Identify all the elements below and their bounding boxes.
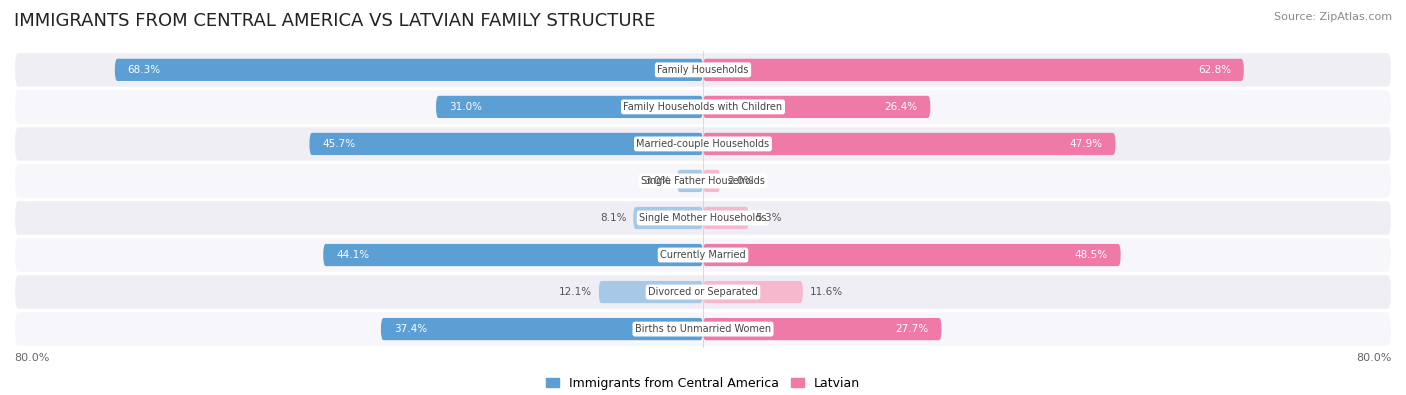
FancyBboxPatch shape — [633, 207, 703, 229]
FancyBboxPatch shape — [381, 318, 703, 340]
Text: 37.4%: 37.4% — [394, 324, 427, 334]
Text: Divorced or Separated: Divorced or Separated — [648, 287, 758, 297]
Text: 8.1%: 8.1% — [600, 213, 626, 223]
Text: 45.7%: 45.7% — [322, 139, 356, 149]
Text: IMMIGRANTS FROM CENTRAL AMERICA VS LATVIAN FAMILY STRUCTURE: IMMIGRANTS FROM CENTRAL AMERICA VS LATVI… — [14, 12, 655, 30]
FancyBboxPatch shape — [14, 89, 1392, 125]
FancyBboxPatch shape — [703, 133, 1115, 155]
FancyBboxPatch shape — [703, 207, 748, 229]
FancyBboxPatch shape — [14, 163, 1392, 199]
Text: 5.3%: 5.3% — [755, 213, 782, 223]
FancyBboxPatch shape — [703, 281, 803, 303]
FancyBboxPatch shape — [14, 274, 1392, 310]
Text: 48.5%: 48.5% — [1074, 250, 1108, 260]
Text: 47.9%: 47.9% — [1070, 139, 1102, 149]
Text: 3.0%: 3.0% — [644, 176, 671, 186]
Text: Currently Married: Currently Married — [661, 250, 745, 260]
FancyBboxPatch shape — [703, 244, 1121, 266]
Legend: Immigrants from Central America, Latvian: Immigrants from Central America, Latvian — [541, 372, 865, 395]
Text: 26.4%: 26.4% — [884, 102, 918, 112]
Text: 31.0%: 31.0% — [449, 102, 482, 112]
FancyBboxPatch shape — [323, 244, 703, 266]
FancyBboxPatch shape — [14, 200, 1392, 236]
FancyBboxPatch shape — [115, 59, 703, 81]
Text: 44.1%: 44.1% — [336, 250, 370, 260]
Text: Family Households with Children: Family Households with Children — [623, 102, 783, 112]
Text: Births to Unmarried Women: Births to Unmarried Women — [636, 324, 770, 334]
FancyBboxPatch shape — [703, 170, 720, 192]
Text: 2.0%: 2.0% — [727, 176, 754, 186]
Text: 80.0%: 80.0% — [1357, 353, 1392, 363]
FancyBboxPatch shape — [436, 96, 703, 118]
FancyBboxPatch shape — [703, 59, 1244, 81]
FancyBboxPatch shape — [678, 170, 703, 192]
FancyBboxPatch shape — [14, 311, 1392, 347]
Text: 68.3%: 68.3% — [128, 65, 160, 75]
Text: Single Father Households: Single Father Households — [641, 176, 765, 186]
FancyBboxPatch shape — [309, 133, 703, 155]
Text: Family Households: Family Households — [658, 65, 748, 75]
FancyBboxPatch shape — [14, 237, 1392, 273]
Text: Single Mother Households: Single Mother Households — [640, 213, 766, 223]
Text: 12.1%: 12.1% — [558, 287, 592, 297]
FancyBboxPatch shape — [703, 318, 942, 340]
Text: 11.6%: 11.6% — [810, 287, 844, 297]
Text: 27.7%: 27.7% — [896, 324, 928, 334]
Text: Married-couple Households: Married-couple Households — [637, 139, 769, 149]
Text: 80.0%: 80.0% — [14, 353, 49, 363]
FancyBboxPatch shape — [703, 96, 931, 118]
FancyBboxPatch shape — [14, 52, 1392, 88]
FancyBboxPatch shape — [14, 126, 1392, 162]
Text: 62.8%: 62.8% — [1198, 65, 1230, 75]
Text: Source: ZipAtlas.com: Source: ZipAtlas.com — [1274, 12, 1392, 22]
FancyBboxPatch shape — [599, 281, 703, 303]
